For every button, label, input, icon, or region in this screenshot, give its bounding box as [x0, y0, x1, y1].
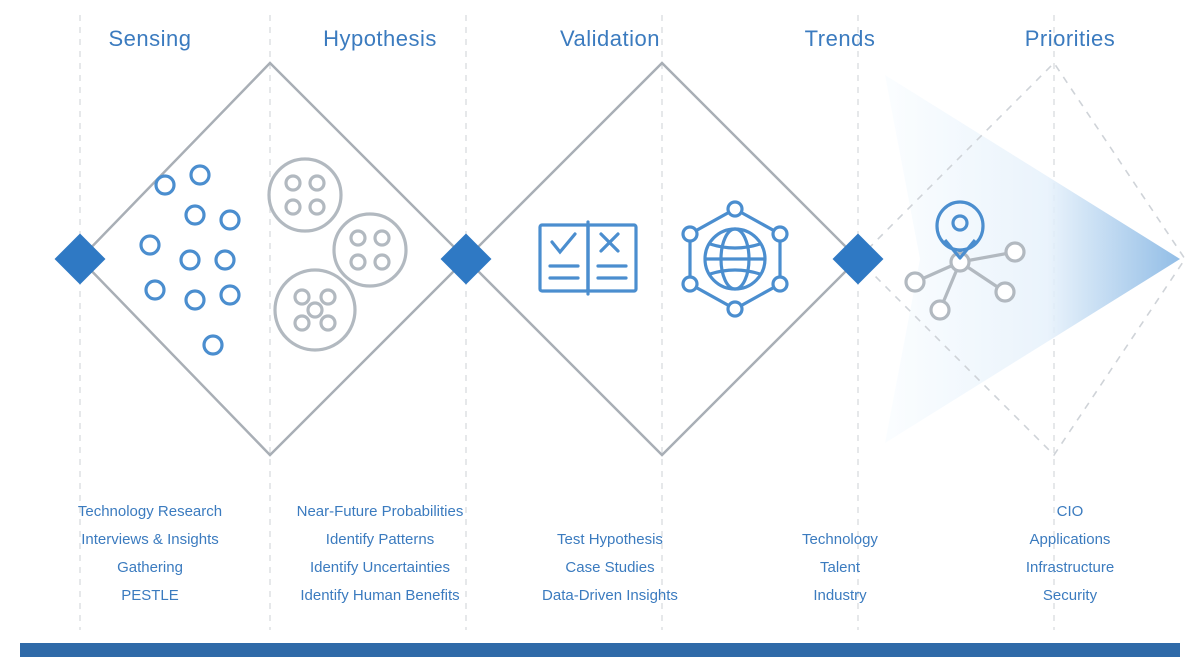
col-bullets-hypothesis: Near-Future Probabilities Identify Patte… [265, 498, 495, 610]
bullet: Identify Uncertainties [265, 554, 495, 582]
bullet: Interviews & Insights [35, 526, 265, 554]
columns: Sensing Technology Research Interviews &… [35, 0, 1185, 620]
col-title-validation: Validation [560, 26, 660, 52]
bullet: Identify Patterns [265, 526, 495, 554]
col-bullets-priorities: CIO Applications Infrastructure Security [955, 498, 1185, 610]
col-trends: Trends Technology Talent Industry [725, 0, 955, 620]
col-title-sensing: Sensing [108, 26, 191, 52]
bullet: Talent [725, 554, 955, 582]
bullet: Identify Human Benefits [265, 582, 495, 610]
col-validation: Validation Test Hypothesis Case Studies … [495, 0, 725, 620]
bullet: Gathering [35, 554, 265, 582]
col-hypothesis: Hypothesis Near-Future Probabilities Ide… [265, 0, 495, 620]
col-title-priorities: Priorities [1025, 26, 1116, 52]
col-sensing: Sensing Technology Research Interviews &… [35, 0, 265, 620]
bullet: Technology Research [35, 498, 265, 526]
bullet: Case Studies [495, 554, 725, 582]
diagram-stage: Sensing Technology Research Interviews &… [0, 0, 1200, 665]
bullet: Industry [725, 582, 955, 610]
col-bullets-validation: Test Hypothesis Case Studies Data-Driven… [495, 526, 725, 610]
col-priorities: Priorities CIO Applications Infrastructu… [955, 0, 1185, 620]
col-bullets-sensing: Technology Research Interviews & Insight… [35, 498, 265, 610]
bullet: Test Hypothesis [495, 526, 725, 554]
bullet: Applications [955, 526, 1185, 554]
bullet: PESTLE [35, 582, 265, 610]
col-title-trends: Trends [805, 26, 876, 52]
col-title-hypothesis: Hypothesis [323, 26, 437, 52]
bullet: Infrastructure [955, 554, 1185, 582]
bullet: Security [955, 582, 1185, 610]
bullet: Technology [725, 526, 955, 554]
bottom-bar [20, 643, 1180, 657]
bullet: Data-Driven Insights [495, 582, 725, 610]
col-bullets-trends: Technology Talent Industry [725, 526, 955, 610]
bullet: Near-Future Probabilities [265, 498, 495, 526]
bullet: CIO [955, 498, 1185, 526]
